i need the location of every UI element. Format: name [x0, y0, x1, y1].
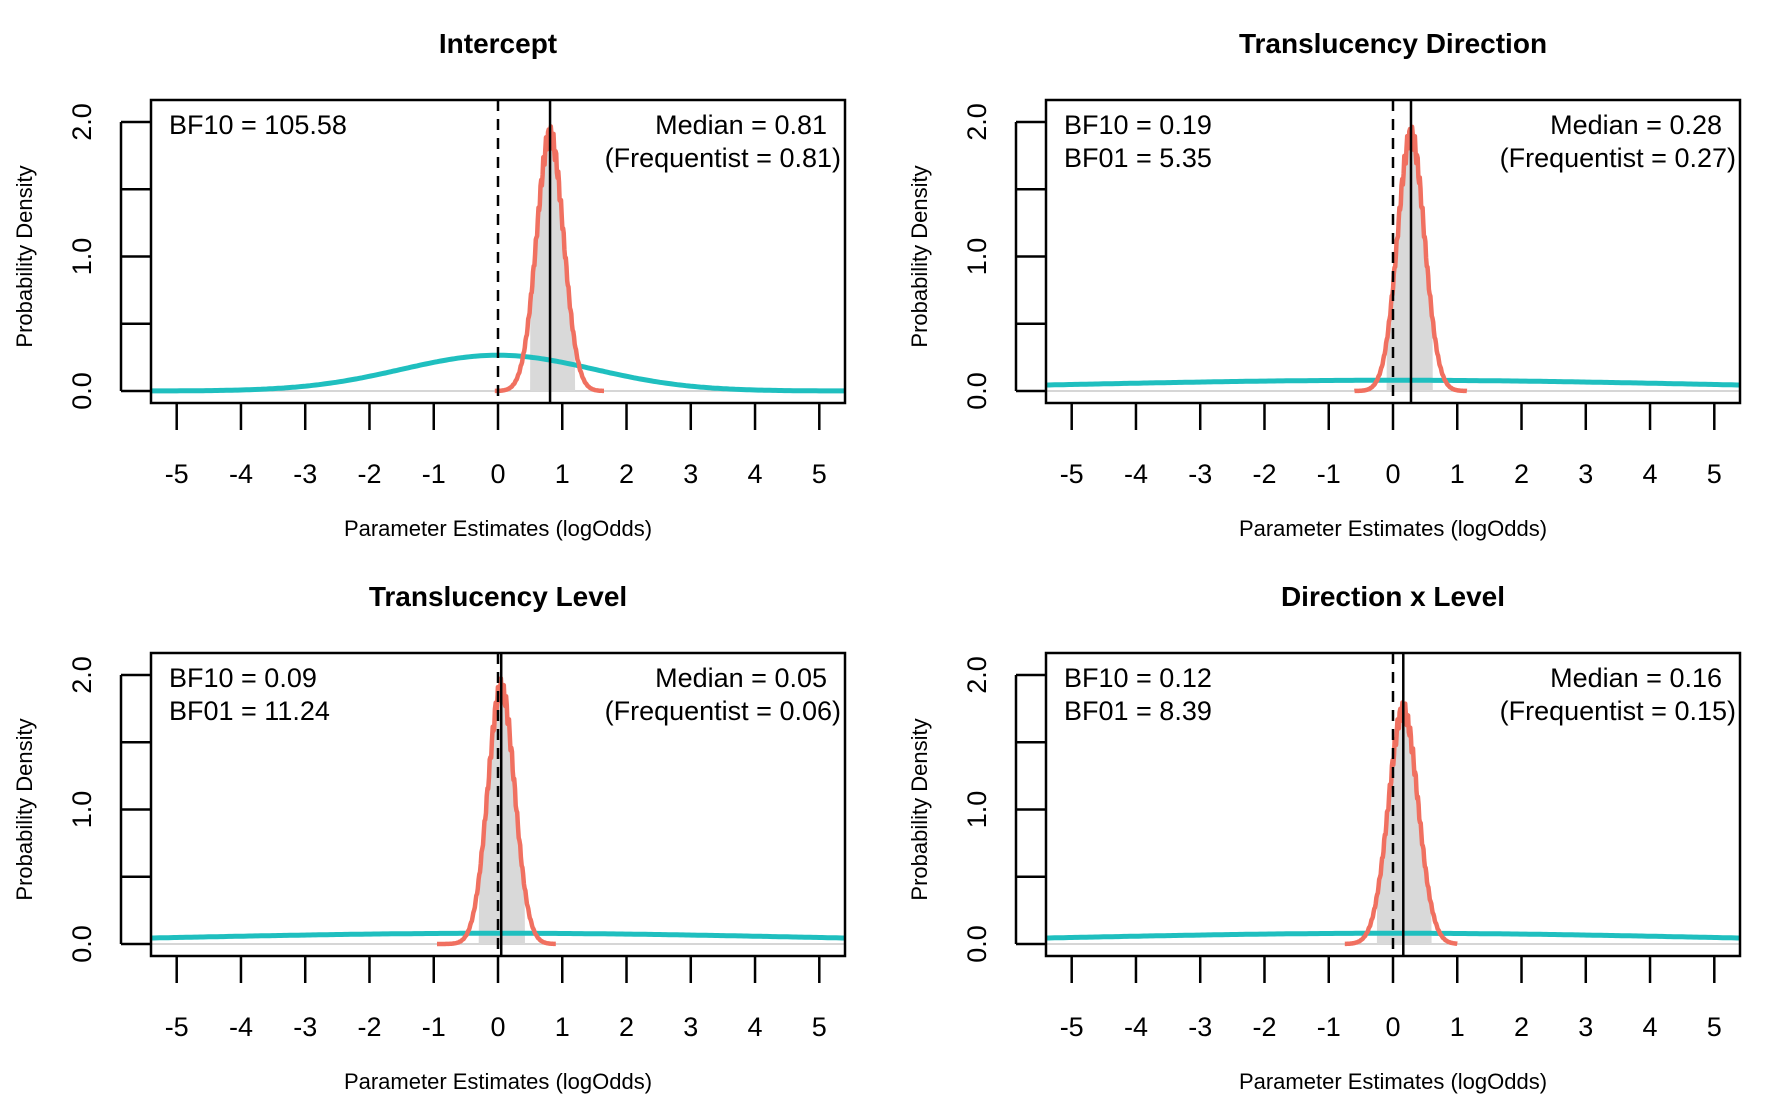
x-tick-label: -1	[422, 1012, 446, 1042]
y-axis-label: Probability Density	[907, 165, 932, 347]
x-tick-label: 4	[748, 459, 763, 489]
x-tick-label: 2	[619, 1012, 634, 1042]
panel-title: Translucency Level	[369, 581, 627, 612]
x-axis-label: Parameter Estimates (logOdds)	[1239, 1069, 1547, 1094]
x-tick-label: 3	[683, 1012, 698, 1042]
x-tick-label: 4	[1643, 459, 1658, 489]
x-tick-label: -3	[1188, 1012, 1212, 1042]
y-tick-label: 0.0	[962, 925, 992, 963]
x-tick-label: 3	[1578, 1012, 1593, 1042]
y-axis-label: Probability Density	[907, 718, 932, 900]
y-tick-label: 1.0	[67, 238, 97, 276]
median-text: (Frequentist = 0.81)	[605, 143, 841, 173]
median-text: Median = 0.81	[655, 110, 827, 140]
y-tick-label: 0.0	[67, 925, 97, 963]
bayes-factor-text: BF01 = 8.39	[1064, 696, 1212, 726]
x-tick-label: 2	[1514, 1012, 1529, 1042]
x-tick-label: -3	[293, 459, 317, 489]
x-tick-label: -4	[229, 459, 253, 489]
x-tick-label: 5	[812, 459, 827, 489]
bayes-factor-text: BF10 = 0.19	[1064, 110, 1212, 140]
x-axis-label: Parameter Estimates (logOdds)	[344, 516, 652, 541]
y-tick-label: 2.0	[962, 656, 992, 694]
x-tick-label: 0	[1385, 1012, 1400, 1042]
posterior-curve	[435, 676, 558, 947]
median-text: Median = 0.16	[1550, 663, 1722, 693]
x-tick-label: 5	[1707, 1012, 1722, 1042]
x-tick-label: 4	[1643, 1012, 1658, 1042]
y-tick-label: 2.0	[67, 103, 97, 141]
median-text: Median = 0.28	[1550, 110, 1722, 140]
median-text: Median = 0.05	[655, 663, 827, 693]
x-tick-label: -1	[1317, 459, 1341, 489]
x-tick-label: 2	[1514, 459, 1529, 489]
x-tick-label: 1	[555, 459, 570, 489]
x-tick-label: 5	[1707, 459, 1722, 489]
x-tick-label: 1	[1450, 1012, 1465, 1042]
x-tick-label: -2	[1252, 459, 1276, 489]
chart-panel-1: Intercept BF10 = 105.58 Median = 0.81(Freq…	[12, 28, 847, 541]
x-tick-label: -1	[422, 459, 446, 489]
posterior-curve	[1343, 700, 1459, 947]
x-tick-label: -1	[1317, 1012, 1341, 1042]
x-tick-label: 1	[1450, 459, 1465, 489]
bayes-factor-text: BF01 = 5.35	[1064, 143, 1212, 173]
x-tick-label: 0	[490, 1012, 505, 1042]
y-tick-label: 2.0	[67, 656, 97, 694]
x-tick-label: -2	[1252, 1012, 1276, 1042]
x-tick-label: 3	[1578, 459, 1593, 489]
bayes-factor-text: BF10 = 0.12	[1064, 663, 1212, 693]
x-tick-label: -5	[1060, 459, 1084, 489]
x-tick-label: 4	[748, 1012, 763, 1042]
y-tick-label: 1.0	[962, 791, 992, 829]
median-text: (Frequentist = 0.27)	[1500, 143, 1736, 173]
x-tick-label: 1	[555, 1012, 570, 1042]
y-tick-label: 1.0	[67, 791, 97, 829]
x-tick-label: -4	[229, 1012, 253, 1042]
x-tick-label: -2	[357, 459, 381, 489]
y-tick-label: 0.0	[67, 372, 97, 410]
prior-curve	[1046, 377, 1740, 388]
x-tick-label: -5	[165, 459, 189, 489]
panel-title: Direction x Level	[1281, 581, 1505, 612]
x-tick-label: 2	[619, 459, 634, 489]
x-axis-label: Parameter Estimates (logOdds)	[344, 1069, 652, 1094]
x-tick-label: -4	[1124, 459, 1148, 489]
median-text: (Frequentist = 0.06)	[605, 696, 841, 726]
y-tick-label: 0.0	[962, 372, 992, 410]
panel-title: Translucency Direction	[1239, 28, 1547, 59]
y-tick-label: 2.0	[962, 103, 992, 141]
prior-curve	[1046, 930, 1740, 941]
bayes-factor-text: BF01 = 11.24	[169, 696, 330, 726]
y-tick-label: 1.0	[962, 238, 992, 276]
x-tick-label: 0	[1385, 459, 1400, 489]
x-tick-label: -3	[1188, 459, 1212, 489]
panel-title: Intercept	[439, 28, 557, 59]
credible-interval-area	[1386, 126, 1433, 392]
x-axis-label: Parameter Estimates (logOdds)	[1239, 516, 1547, 541]
prior-curve	[151, 930, 845, 941]
median-text: (Frequentist = 0.15)	[1500, 696, 1736, 726]
y-axis-label: Probability Density	[12, 718, 37, 900]
y-axis-label: Probability Density	[12, 165, 37, 347]
x-tick-label: 5	[812, 1012, 827, 1042]
bayes-factor-text: BF10 = 0.09	[169, 663, 317, 693]
x-tick-label: -5	[165, 1012, 189, 1042]
x-tick-label: 3	[683, 459, 698, 489]
bayes-factor-text: BF10 = 105.58	[169, 110, 347, 140]
x-tick-label: -3	[293, 1012, 317, 1042]
x-tick-label: -2	[357, 1012, 381, 1042]
x-tick-label: 0	[490, 459, 505, 489]
x-tick-label: -5	[1060, 1012, 1084, 1042]
x-tick-label: -4	[1124, 1012, 1148, 1042]
